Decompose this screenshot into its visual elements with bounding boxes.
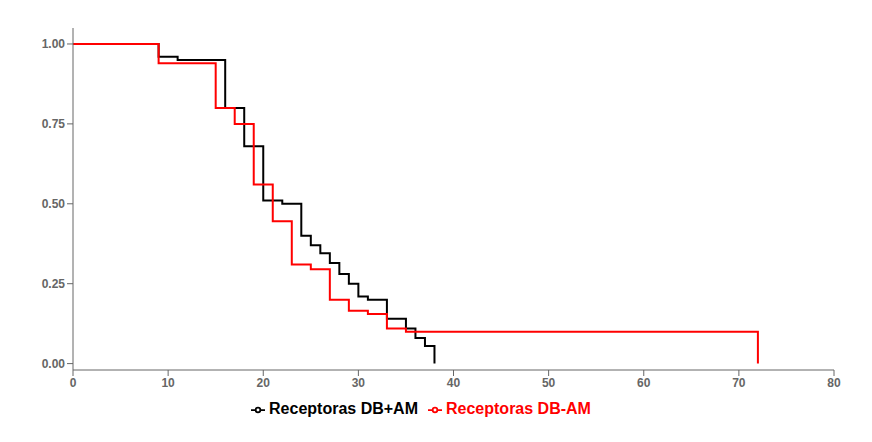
html-text:Receptoras DB+AM: Receptoras DB+AM (269, 400, 418, 417)
svg-text:80: 80 (827, 376, 841, 390)
svg-text:40: 40 (447, 376, 461, 390)
svg-text:10: 10 (161, 376, 175, 390)
svg-text:1.00: 1.00 (42, 37, 66, 51)
svg-text:0.25: 0.25 (42, 277, 66, 291)
svg-text:30: 30 (352, 376, 366, 390)
html-text:Receptoras DB-AM: Receptoras DB-AM (446, 400, 591, 417)
svg-text:60: 60 (637, 376, 651, 390)
svg-text:20: 20 (257, 376, 271, 390)
svg-text:0: 0 (70, 376, 77, 390)
svg-text:0.50: 0.50 (42, 197, 66, 211)
svg-text:70: 70 (732, 376, 746, 390)
svg-text:0.00: 0.00 (42, 357, 66, 371)
svg-text:50: 50 (542, 376, 556, 390)
svg-text:0.75: 0.75 (42, 117, 66, 131)
